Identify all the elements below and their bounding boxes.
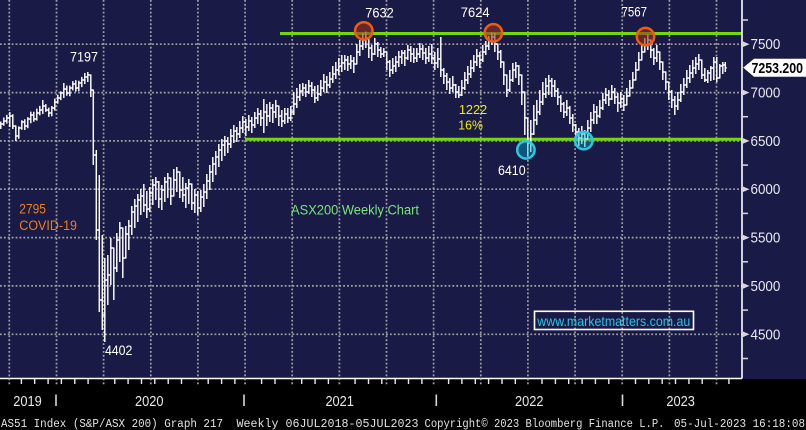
svg-text:4500: 4500 (751, 327, 781, 343)
svg-text:7624: 7624 (461, 5, 490, 20)
svg-text:2022: 2022 (515, 394, 544, 410)
svg-text:2021: 2021 (325, 394, 354, 410)
svg-text:2023: 2023 (666, 394, 695, 410)
svg-text:2019: 2019 (13, 394, 42, 410)
svg-text:4402: 4402 (105, 343, 133, 358)
svg-text:7197: 7197 (70, 50, 98, 65)
svg-text:16%: 16% (458, 118, 483, 133)
svg-text:1222: 1222 (459, 102, 487, 117)
svg-text:7632: 7632 (365, 6, 394, 21)
svg-text:Copyright© 2023 Bloomberg Fina: Copyright© 2023 Bloomberg Finance L.P. (425, 418, 665, 430)
svg-text:7000: 7000 (751, 86, 781, 102)
svg-text:5500: 5500 (751, 231, 781, 247)
svg-text:6000: 6000 (751, 182, 781, 198)
svg-text:7253.200: 7253.200 (752, 61, 804, 77)
svg-text:COVID-19: COVID-19 (19, 218, 77, 233)
svg-text:2020: 2020 (135, 394, 164, 410)
svg-text:Weekly 06JUL2018-05JUL2023: Weekly 06JUL2018-05JUL2023 (237, 418, 419, 430)
svg-text:AS51 Index (S&P/ASX 200) Graph: AS51 Index (S&P/ASX 200) Graph 217 (1, 418, 223, 430)
svg-text:5000: 5000 (751, 279, 781, 295)
svg-text:www.marketmatters.com.au: www.marketmatters.com.au (536, 314, 690, 329)
svg-text:05-Jul-2023 16:18:08: 05-Jul-2023 16:18:08 (674, 418, 805, 430)
svg-text:6410: 6410 (498, 163, 526, 178)
svg-text:6500: 6500 (751, 134, 781, 150)
svg-text:7500: 7500 (751, 37, 781, 53)
svg-text:2795: 2795 (19, 202, 46, 217)
svg-text:7567: 7567 (622, 5, 648, 20)
svg-text:ASX200 Weekly Chart: ASX200 Weekly Chart (291, 203, 419, 219)
